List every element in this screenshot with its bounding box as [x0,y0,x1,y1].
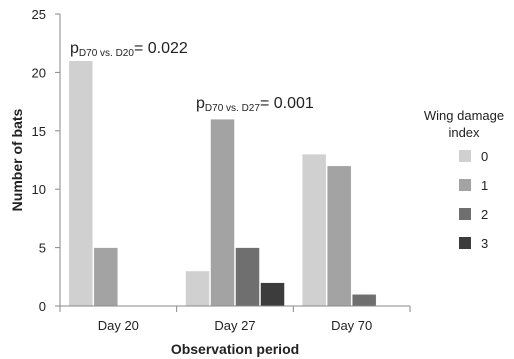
legend-label-1: 1 [481,178,488,193]
y-tick-label: 20 [32,65,46,80]
legend-swatch-2 [459,208,471,220]
y-tick-label: 25 [32,7,46,22]
legend-title-line2: index [448,125,480,140]
x-axis-title: Observation period [171,341,299,357]
bar-day-20-index-1 [93,247,119,307]
legend-title-line1: Wing damage [424,108,504,123]
y-tick-label: 5 [39,241,46,256]
bar-day-70-index-0 [301,153,327,307]
legend-items: 0 1 2 3 [459,149,488,251]
legend-label-2: 2 [481,207,488,222]
bar-day-70-index-1 [326,165,352,307]
y-tick-label: 15 [32,124,46,139]
bar-day-27-index-1 [210,118,235,307]
annotation-d70-vs-d27: pD70 vs. D27= 0.001 [196,95,314,114]
bar-day-20-index-0 [68,60,94,307]
legend: Wing damage index 0 1 2 3 [424,108,504,251]
legend-swatch-3 [459,237,471,249]
legend-label-3: 3 [481,236,488,251]
legend-label-0: 0 [481,149,488,164]
bar-day-27-index-3 [260,282,285,307]
y-axis-ticks: 0 5 10 15 20 25 [32,7,60,314]
y-tick-label: 0 [39,299,46,314]
x-tick-label: Day 20 [98,318,139,333]
annotation-d70-vs-d20: pD70 vs. D20= 0.022 [70,40,188,59]
x-tick-label: Day 27 [214,318,255,333]
bars [68,60,377,307]
y-axis-title: Number of bats [9,108,25,211]
legend-swatch-1 [459,179,471,191]
legend-swatch-0 [459,150,471,162]
y-tick-label: 10 [32,182,46,197]
bar-day-27-index-0 [185,270,210,307]
x-tick-label: Day 70 [331,318,372,333]
bar-day-27-index-2 [235,247,260,307]
bar-day-70-index-2 [351,294,377,307]
x-axis-ticks: Day 20 Day 27 Day 70 [59,306,411,333]
